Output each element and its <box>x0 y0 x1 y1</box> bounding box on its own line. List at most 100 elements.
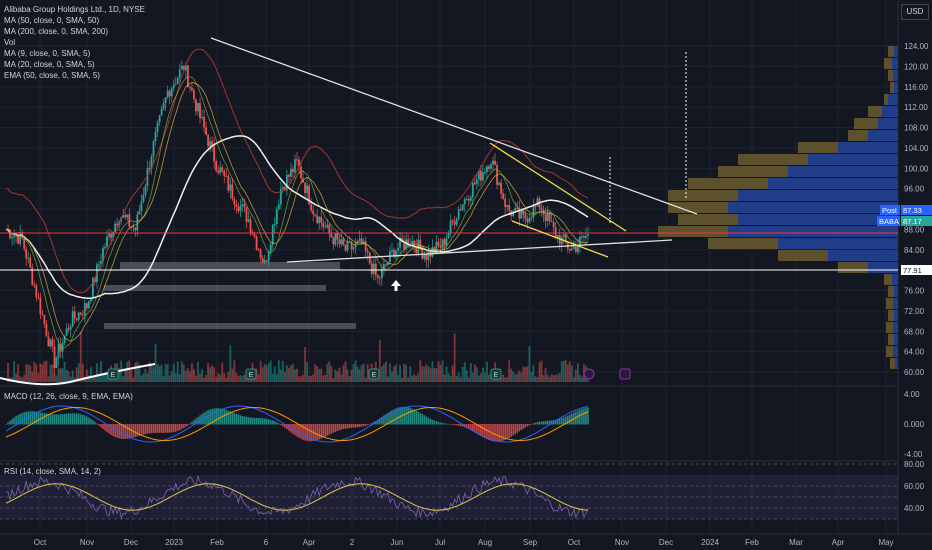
macd-bar <box>540 421 543 425</box>
volume-bar <box>538 362 541 382</box>
macd-bar <box>259 418 262 425</box>
volume-bar <box>47 376 50 382</box>
volume-bar <box>581 376 583 382</box>
candle-body <box>306 185 309 193</box>
symbol-tag-bg <box>877 216 900 226</box>
volume-bar <box>477 375 480 382</box>
volume-bar <box>55 375 58 382</box>
volume-bar <box>302 374 304 382</box>
ma50-line <box>5 135 589 300</box>
time-tick-label: Feb <box>210 538 224 547</box>
macd-bar <box>245 416 248 425</box>
volume-bar <box>397 374 399 382</box>
volume-bar <box>237 376 240 382</box>
macd-bar <box>57 414 60 425</box>
macd-bar <box>314 424 316 441</box>
candle-body <box>334 233 337 245</box>
volume-bar <box>473 364 476 382</box>
candle-body <box>461 204 464 210</box>
candle-body <box>579 236 581 246</box>
macd-bar <box>467 424 470 430</box>
time-tick-label: 2023 <box>165 538 183 547</box>
rsi-tick-label: 40.00 <box>904 504 925 513</box>
candle-body <box>532 205 535 218</box>
macd-bar <box>581 408 583 425</box>
macd-bar <box>106 424 108 433</box>
rsi-tick-label: 80.00 <box>904 460 925 469</box>
macd-bar <box>431 419 434 425</box>
volume-bar <box>342 365 345 382</box>
candle-body <box>445 238 448 246</box>
volume-profile-bar <box>893 322 898 333</box>
volume-bar <box>437 361 440 382</box>
price-tick-label: 76.00 <box>904 287 925 296</box>
macd-bar <box>191 421 193 425</box>
candle-body <box>154 131 157 141</box>
volume-bar <box>526 366 529 382</box>
volume-bar <box>389 363 391 382</box>
macd-bar <box>330 424 333 434</box>
legend-ma200: MA (200, close, 0, SMA, 200) <box>4 27 109 36</box>
volume-bar <box>186 368 189 382</box>
candles <box>7 60 589 376</box>
volume-bar <box>393 366 395 382</box>
candle-body <box>184 65 187 71</box>
macd-bar <box>75 413 78 425</box>
candle-body <box>23 238 26 249</box>
volume-profile-bar <box>888 94 898 105</box>
candle-body <box>225 175 228 177</box>
volume-bar <box>164 364 167 382</box>
macd-bar <box>480 424 482 436</box>
volume-bar <box>285 365 288 382</box>
rsi-line <box>6 474 589 520</box>
candle-body <box>292 168 294 173</box>
macd-bar <box>514 424 517 435</box>
candle-body <box>581 236 583 238</box>
candle-body <box>94 277 96 283</box>
macd-bar <box>92 420 94 425</box>
macd-bar <box>280 424 282 426</box>
macd-bar <box>69 413 72 425</box>
volume-bar <box>43 361 46 382</box>
candle-body <box>486 166 488 173</box>
volume-bar <box>178 374 181 382</box>
volume-bar <box>197 361 199 382</box>
volume-bar <box>176 361 179 382</box>
macd-bar <box>275 422 278 425</box>
candle-body <box>73 311 76 319</box>
macd-bar <box>267 419 270 425</box>
macd-bar <box>318 424 321 440</box>
macd-bar <box>67 413 70 425</box>
candle-body <box>199 102 201 119</box>
candle-body <box>285 174 288 191</box>
candle-body <box>134 227 137 231</box>
macd-bar <box>174 424 177 432</box>
candle-body <box>364 241 367 252</box>
volume-bar <box>98 373 100 382</box>
volume-bar <box>215 376 218 382</box>
earnings-marker <box>368 368 380 380</box>
volume-bar <box>207 363 209 382</box>
volume-profile-bar <box>854 118 898 129</box>
macd-bar <box>81 414 84 425</box>
macd-bar <box>79 414 82 425</box>
candle-body <box>201 116 203 119</box>
macd-bar <box>449 424 452 425</box>
currency-button[interactable]: USD <box>901 4 929 20</box>
macd-bar <box>65 413 68 425</box>
volume-bar <box>445 366 448 382</box>
candle-body <box>332 237 335 245</box>
volume-bar <box>449 376 452 382</box>
macd-bar <box>304 424 306 441</box>
volume-bar <box>346 369 349 382</box>
macd-bar <box>338 424 341 431</box>
candle-body <box>9 229 11 239</box>
macd-bar <box>88 417 90 425</box>
macd-bar <box>265 418 268 425</box>
volume-bar <box>520 372 523 382</box>
time-tick-label: 2 <box>350 538 355 547</box>
volume-bar <box>152 366 155 382</box>
candle-body <box>128 214 131 227</box>
candle-body <box>59 344 62 352</box>
